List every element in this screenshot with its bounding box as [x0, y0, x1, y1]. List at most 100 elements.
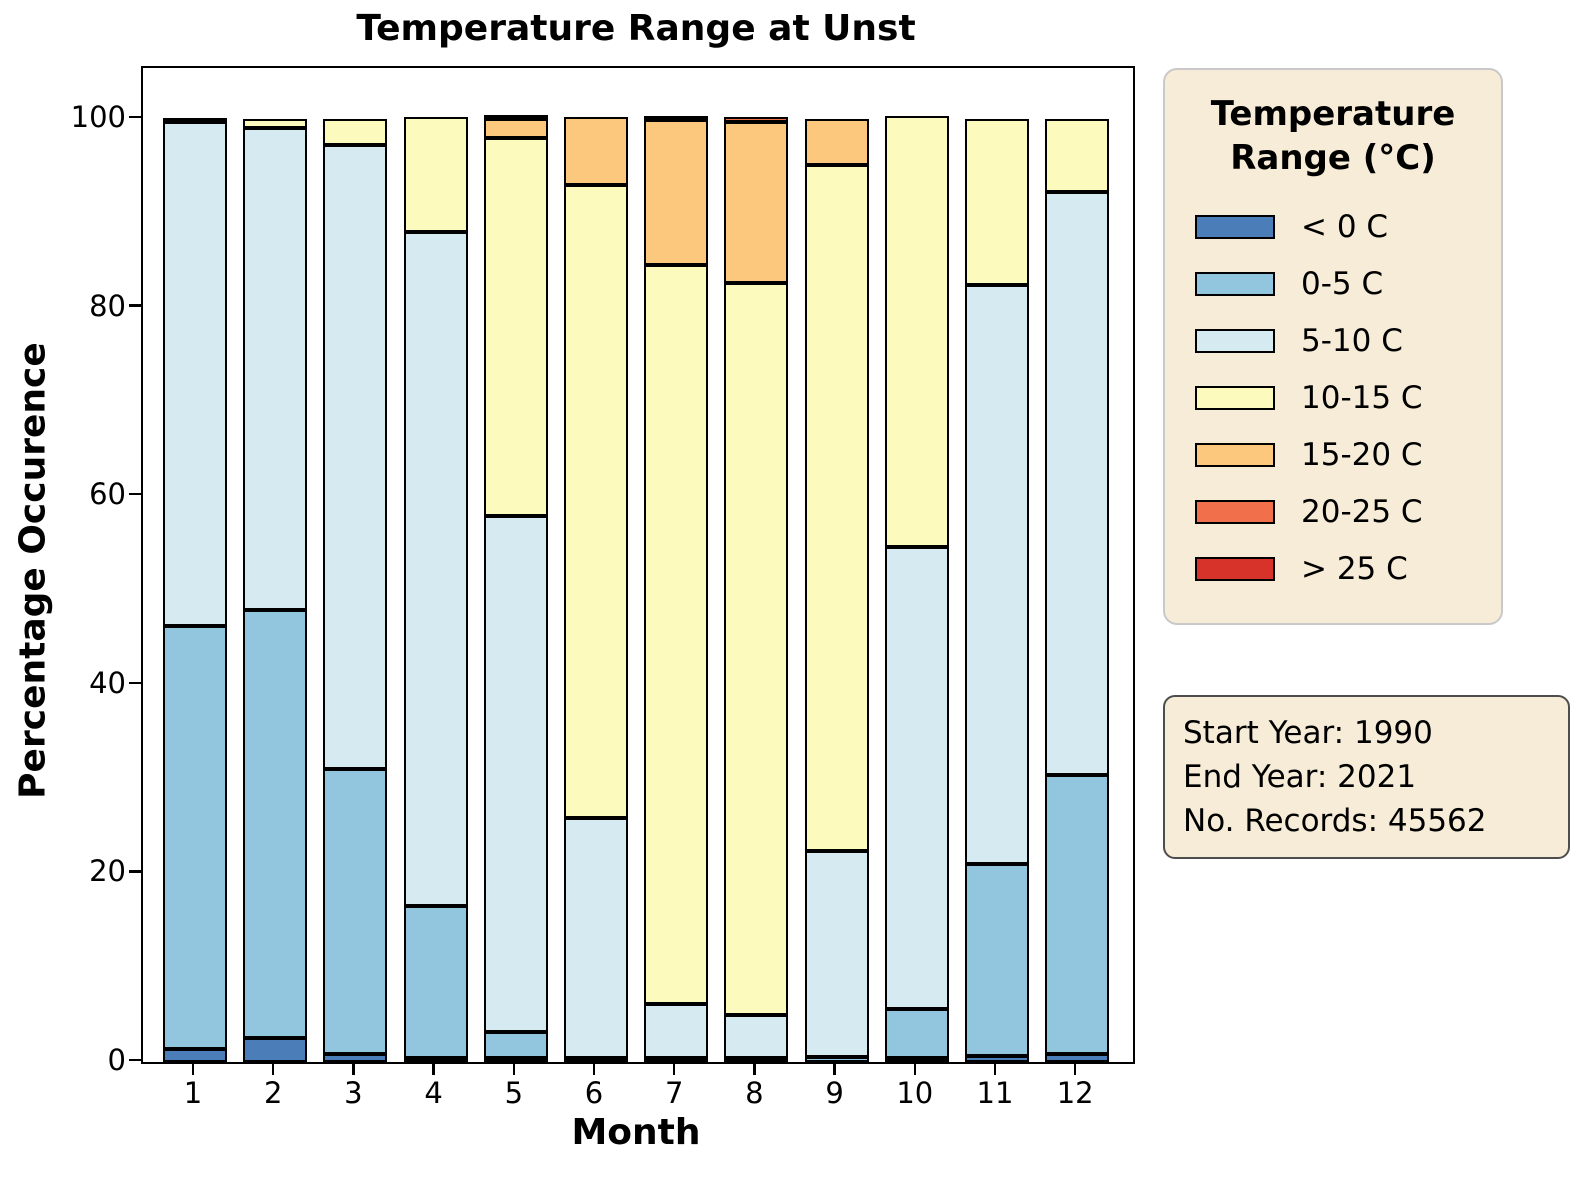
segment-0-5-c-month-4: [403, 906, 468, 1058]
xtick-mark-9: [833, 1062, 836, 1075]
xtick-label-12: 12: [1056, 1076, 1094, 1110]
ytick-mark-100: [129, 115, 141, 119]
legend-entry-0-c: < 0 C: [1183, 198, 1483, 255]
ytick-label-100: 100: [70, 100, 126, 134]
legend-entry-15-20-c: 15-20 C: [1183, 426, 1483, 483]
segment-0-c-month-12: [1045, 1054, 1110, 1062]
legend: Temperature Range (°C) < 0 C 0-5 C 5-10 C 1…: [1163, 68, 1503, 626]
bar-month-12: [1045, 119, 1110, 1062]
segment-10-15-c-month-3: [323, 119, 388, 146]
segment-0-5-c-month-9: [804, 1057, 869, 1062]
xtick-label-9: 9: [825, 1076, 844, 1110]
segment-0-c-month-3: [323, 1054, 388, 1062]
segment-5-10-c-month-5: [483, 515, 548, 1032]
legend-label-25-c: > 25 C: [1301, 550, 1408, 587]
segment-5-10-c-month-8: [724, 1014, 789, 1058]
ytick-mark-80: [129, 304, 141, 307]
xtick-mark-11: [993, 1062, 997, 1075]
legend-title: Temperature Range (°C): [1183, 92, 1483, 180]
legend-title-line1: Temperature: [1210, 94, 1456, 134]
segment-0-5-c-month-10: [884, 1008, 949, 1058]
segment-10-15-c-month-8: [724, 282, 789, 1015]
legend-title-line2: Range (°C): [1230, 138, 1436, 179]
xtick-mark-1: [191, 1062, 195, 1075]
legend-swatch-10-15-c: [1195, 385, 1275, 410]
legend-label-15-20-c: 15-20 C: [1301, 436, 1423, 473]
legend-swatch-0-c: [1195, 214, 1275, 239]
ytick-label-20: 20: [89, 854, 126, 889]
xtick-mark-2: [271, 1062, 275, 1075]
segment-10-15-c-month-12: [1045, 119, 1110, 192]
legend-label-5-10-c: 5-10 C: [1301, 322, 1403, 359]
legend-entry-20-25-c: 20-25 C: [1183, 483, 1483, 540]
segment-0-5-c-month-2: [243, 610, 308, 1039]
bar-month-4: [403, 116, 468, 1062]
segment-10-15-c-month-9: [804, 165, 869, 851]
segment-0-c-month-1: [163, 1048, 227, 1062]
segment-5-10-c-month-2: [243, 127, 308, 611]
segment-0-5-c-month-11: [965, 863, 1029, 1057]
legend-swatch-5-10-c: [1195, 328, 1275, 353]
xtick-label-5: 5: [504, 1076, 524, 1110]
bar-month-1: [163, 117, 227, 1062]
legend-label-0-5-c: 0-5 C: [1301, 265, 1384, 302]
segment-0-c-month-11: [965, 1056, 1029, 1062]
segment-0-c-month-4: [403, 1058, 468, 1062]
ytick-label-80: 80: [89, 288, 126, 323]
segment-15-20-c-month-8: [724, 121, 789, 283]
xtick-mark-12: [1073, 1062, 1077, 1075]
segment-15-20-c-month-9: [804, 119, 869, 166]
segment-10-15-c-month-10: [884, 115, 949, 547]
xtick-mark-7: [672, 1062, 676, 1075]
xtick-label-2: 2: [263, 1076, 283, 1110]
ytick-mark-20: [129, 870, 141, 873]
segment-10-15-c-month-5: [483, 137, 548, 516]
xtick-label-7: 7: [664, 1076, 684, 1110]
y-axis-label: Percentage Occurence: [12, 342, 54, 799]
segment-0-c-month-2: [243, 1038, 308, 1062]
segment-0-5-c-month-5: [483, 1031, 548, 1058]
xtick-mark-8: [753, 1062, 756, 1075]
xtick-mark-4: [432, 1062, 435, 1075]
segment-5-10-c-month-1: [163, 121, 227, 627]
bar-month-2: [243, 119, 308, 1062]
bar-month-5: [483, 114, 548, 1062]
bar-month-11: [965, 119, 1029, 1062]
info-line-1: End Year: 2021: [1183, 759, 1417, 795]
segment-5-10-c-month-4: [403, 231, 468, 907]
segment-0-5-c-month-3: [323, 768, 388, 1055]
legend-entry-5-10-c: 5-10 C: [1183, 312, 1483, 369]
segment-0-c-month-10: [884, 1058, 949, 1062]
legend-swatch-15-20-c: [1195, 442, 1275, 467]
bar-month-7: [644, 115, 709, 1062]
legend-entry-25-c: > 25 C: [1183, 540, 1483, 597]
segment-0-5-c-month-8: [724, 1058, 789, 1062]
ytick-mark-0: [129, 1058, 141, 1062]
segment-15-20-c-month-7: [644, 119, 709, 265]
segment-10-15-c-month-11: [965, 119, 1029, 285]
xtick-mark-10: [913, 1062, 917, 1075]
ytick-label-40: 40: [89, 665, 126, 700]
chart-title: Temperature Range at Unst: [356, 8, 916, 49]
info-box: Start Year: 1990 End Year: 2021 No. Record…: [1163, 695, 1570, 859]
xtick-label-6: 6: [584, 1076, 604, 1110]
x-axis-label: Month: [571, 1112, 701, 1153]
segment-10-15-c-month-4: [403, 116, 468, 232]
segment-5-10-c-month-9: [804, 850, 869, 1058]
segment-0-5-c-month-1: [163, 626, 227, 1049]
ytick-label-60: 60: [89, 477, 126, 512]
bar-month-6: [564, 116, 628, 1062]
segment-10-15-c-month-6: [564, 184, 628, 818]
xtick-label-10: 10: [896, 1076, 934, 1110]
ytick-label-0: 0: [107, 1043, 126, 1077]
info-line-0: Start Year: 1990: [1183, 715, 1433, 751]
xtick-label-11: 11: [976, 1076, 1014, 1110]
ytick-mark-40: [129, 681, 141, 685]
segment-5-10-c-month-12: [1045, 191, 1110, 776]
segment-5-10-c-month-6: [564, 817, 628, 1058]
segment-20-25-c-month-7: [644, 115, 709, 120]
bar-month-8: [724, 116, 789, 1062]
segment-20-25-c-month-5: [483, 114, 548, 119]
segment-5-10-c-month-11: [965, 284, 1029, 864]
